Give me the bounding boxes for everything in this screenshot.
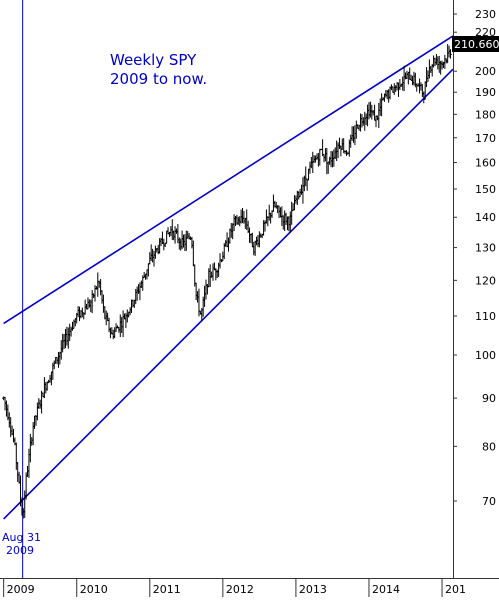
y-tick-label: 140 (475, 211, 496, 224)
x-tick-label: 2013 (299, 583, 327, 596)
trend-channel (3, 35, 454, 520)
date-marker-label-1: Aug 31 (2, 531, 41, 544)
y-tick-label: 80 (482, 440, 496, 453)
y-tick-label: 120 (475, 274, 496, 287)
y-tick-label: 110 (475, 310, 496, 323)
annotation-line-2: 2009 to now. (110, 70, 207, 88)
x-tick-label: 2009 (7, 583, 35, 596)
price-badge-value: 210.660 (454, 38, 499, 51)
y-tick-label: 150 (475, 183, 496, 196)
y-tick-label: 130 (475, 242, 496, 255)
y-tick-label: 100 (475, 349, 496, 362)
y-tick-label: 70 (482, 495, 496, 508)
channel-upper-line (3, 35, 454, 325)
y-tick-label: 160 (475, 157, 496, 170)
y-tick-label: 180 (475, 108, 496, 121)
annotation-line-1: Weekly SPY (110, 51, 197, 69)
y-tick-label: 190 (475, 86, 496, 99)
x-tick-label: 2010 (80, 583, 108, 596)
price-badge: 210.660 (452, 36, 499, 52)
price-bars (2, 44, 452, 519)
date-marker-label-2: 2009 (6, 544, 34, 557)
y-tick-label: 170 (475, 132, 496, 145)
x-tick-label: 2014 (372, 583, 400, 596)
y-tick-label: 220 (475, 26, 496, 39)
y-tick-label: 230 (475, 8, 496, 21)
y-tick-label: 200 (475, 65, 496, 78)
x-tick-label: 2011 (153, 583, 181, 596)
x-tick-label: 2012 (226, 583, 254, 596)
channel-lower-line (3, 68, 454, 520)
x-tick-label: 201 (445, 583, 466, 596)
y-tick-label: 90 (482, 392, 496, 405)
